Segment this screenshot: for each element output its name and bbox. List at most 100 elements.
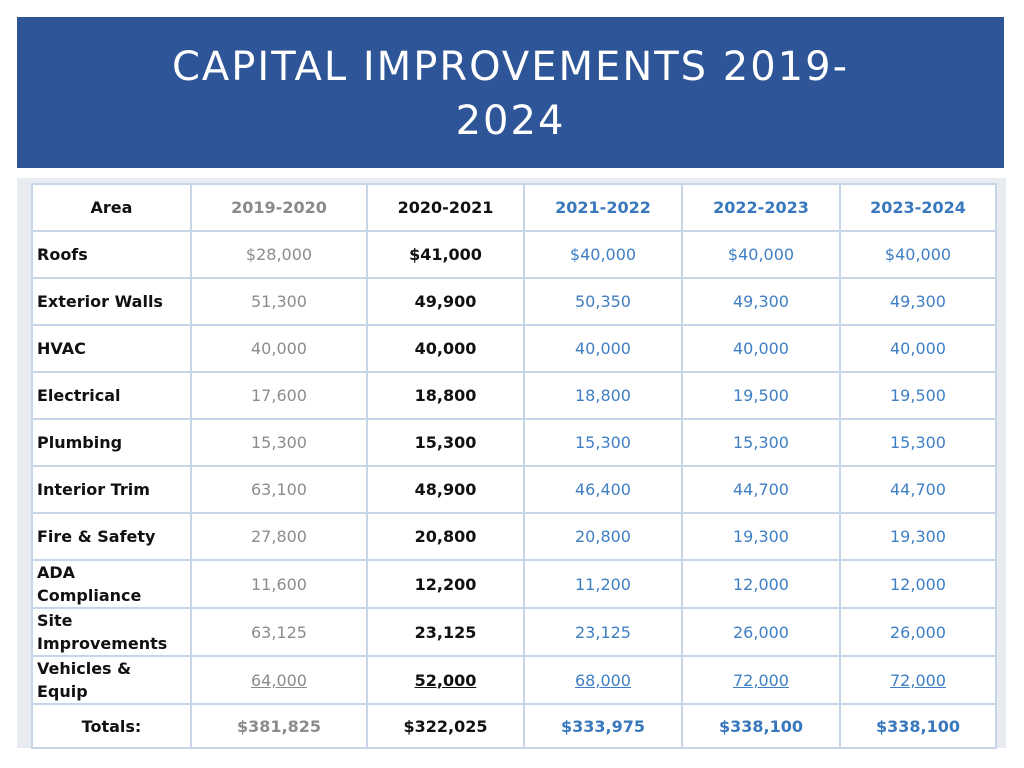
area-cell: HVAC [33, 326, 190, 371]
value-2021-2022: 20,800 [525, 514, 681, 559]
value-2020-2021: 52,000 [368, 657, 523, 703]
title-band: CAPITAL IMPROVEMENTS 2019- 2024 [17, 17, 1004, 168]
value-2023-2024: 40,000 [841, 326, 995, 371]
value-text: 72,000 [733, 670, 789, 690]
value-2022-2023: 12,000 [683, 561, 839, 607]
value-text: 40,000 [414, 339, 477, 358]
value-text: 40,000 [890, 339, 946, 358]
value-2022-2023: 44,700 [683, 467, 839, 512]
value-text: 64,000 [251, 670, 307, 690]
value-2022-2023: $40,000 [683, 232, 839, 277]
total-2019-2020: $381,825 [192, 705, 366, 747]
value-text: 19,300 [890, 527, 946, 546]
header-2020-2021: 2020-2021 [368, 185, 523, 230]
value-text: 17,600 [251, 386, 307, 405]
value-text: 26,000 [733, 622, 789, 642]
total-2021-2022: $333,975 [525, 705, 681, 747]
table-row: Fire & Safety 27,800 20,800 20,800 19,300 19,… [33, 514, 995, 559]
value-2023-2024: 19,300 [841, 514, 995, 559]
value-text: 15,300 [414, 433, 477, 452]
value-2023-2024: 44,700 [841, 467, 995, 512]
table-row: Electrical 17,600 18,800 18,800 19,500 19,500 [33, 373, 995, 418]
table-row: HVAC 40,000 40,000 40,000 40,000 40,000 [33, 326, 995, 371]
value-text: 15,300 [575, 433, 631, 452]
value-2022-2023: 40,000 [683, 326, 839, 371]
table-row: Roofs $28,000 $41,000 $40,000 $40,000 $40,000 [33, 232, 995, 277]
header-2019-2020: 2019-2020 [192, 185, 366, 230]
value-2021-2022: 23,125 [525, 609, 681, 655]
value-2021-2022: 68,000 [525, 657, 681, 703]
area-label: Equip [37, 682, 88, 701]
value-2023-2024: 49,300 [841, 279, 995, 324]
table-panel: Area 2019-2020 2020-2021 2021-2022 2022-… [17, 178, 1006, 749]
value-text: 19,500 [733, 386, 789, 405]
total-2022-2023: $338,100 [683, 705, 839, 747]
value-text: 44,700 [890, 480, 946, 499]
value-2023-2024: 15,300 [841, 420, 995, 465]
area-label: ADA [37, 563, 76, 582]
value-2020-2021: 18,800 [368, 373, 523, 418]
value-text: 52,000 [414, 670, 477, 690]
value-2022-2023: 26,000 [683, 609, 839, 655]
table-row: Exterior Walls 51,300 49,900 50,350 49,300 49… [33, 279, 995, 324]
value-2020-2021: 15,300 [368, 420, 523, 465]
value-text: 40,000 [575, 339, 631, 358]
value-text: $40,000 [727, 245, 795, 264]
value-2023-2024: 12,000 [841, 561, 995, 607]
capital-improvements-table: Area 2019-2020 2020-2021 2021-2022 2022-… [31, 183, 997, 749]
value-text: 44,700 [733, 480, 789, 499]
value-text: 15,300 [733, 433, 789, 452]
value-text: 51,300 [251, 292, 307, 311]
value-text: 20,800 [414, 527, 477, 546]
value-text: 12,000 [733, 574, 789, 594]
value-text: 23,125 [414, 622, 477, 642]
value-text: 63,100 [251, 480, 307, 499]
value-text: 20,800 [575, 527, 631, 546]
area-cell: Vehicles & Equip [33, 657, 190, 703]
value-2021-2022: 15,300 [525, 420, 681, 465]
header-2021-2022: 2021-2022 [525, 185, 681, 230]
header-2022-2023: 2022-2023 [683, 185, 839, 230]
value-text: 48,900 [414, 480, 477, 499]
area-label: Plumbing [37, 433, 123, 452]
value-2019-2020: 11,600 [192, 561, 366, 607]
value-2019-2020: 17,600 [192, 373, 366, 418]
value-2022-2023: 15,300 [683, 420, 839, 465]
area-label: HVAC [37, 339, 86, 358]
area-label: Electrical [37, 386, 121, 405]
value-text: $40,000 [569, 245, 637, 264]
area-cell: Electrical [33, 373, 190, 418]
area-cell: Fire & Safety [33, 514, 190, 559]
value-2020-2021: 20,800 [368, 514, 523, 559]
value-text: 11,600 [251, 574, 307, 594]
header-area: Area [33, 185, 190, 230]
value-2019-2020: $28,000 [192, 232, 366, 277]
value-2019-2020: 40,000 [192, 326, 366, 371]
value-2019-2020: 51,300 [192, 279, 366, 324]
area-cell: ADA Compliance [33, 561, 190, 607]
value-2023-2024: $40,000 [841, 232, 995, 277]
value-text: 19,300 [733, 527, 789, 546]
value-text: 49,300 [890, 292, 946, 311]
value-2019-2020: 15,300 [192, 420, 366, 465]
value-text: 15,300 [890, 433, 946, 452]
area-label: Site [37, 611, 73, 630]
value-2019-2020: 63,100 [192, 467, 366, 512]
value-2023-2024: 19,500 [841, 373, 995, 418]
area-cell: Roofs [33, 232, 190, 277]
value-2020-2021: 48,900 [368, 467, 523, 512]
value-2021-2022: 46,400 [525, 467, 681, 512]
area-label: Roofs [37, 245, 88, 264]
area-label: Exterior Walls [37, 292, 163, 311]
value-text: 46,400 [575, 480, 631, 499]
value-2021-2022: 40,000 [525, 326, 681, 371]
table-row: Vehicles & Equip 64,000 52,000 68,000 72,000 7… [33, 657, 995, 703]
value-text: 12,000 [890, 574, 946, 594]
totals-row: Totals: $381,825 $322,025 $333,975 $338,… [33, 705, 995, 747]
table-header-row: Area 2019-2020 2020-2021 2021-2022 2022-… [33, 185, 995, 230]
area-label: Compliance [37, 586, 142, 605]
value-2021-2022: 18,800 [525, 373, 681, 418]
slide-title-line-1: CAPITAL IMPROVEMENTS 2019- [171, 43, 850, 90]
value-text: $40,000 [884, 245, 952, 264]
value-text: 18,800 [575, 386, 631, 405]
